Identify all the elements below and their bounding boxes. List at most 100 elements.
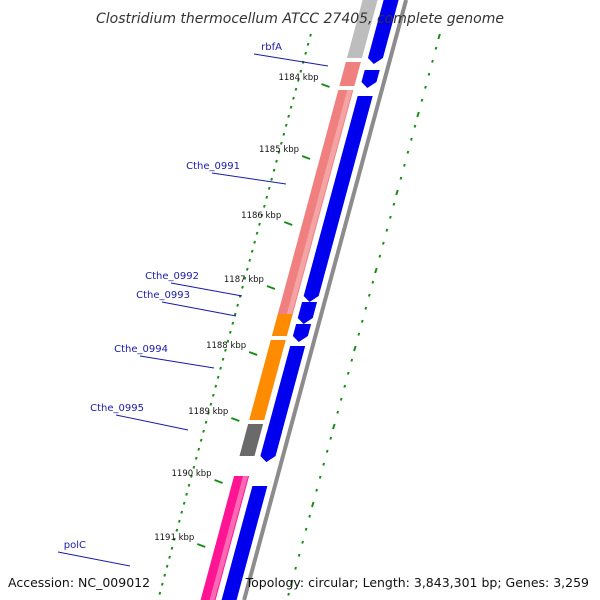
gc-dot	[289, 579, 294, 586]
gc-dot	[322, 462, 326, 466]
gc-dot	[301, 540, 304, 544]
gc-dot	[199, 438, 203, 442]
gc-dot	[294, 566, 297, 570]
gc-dot	[343, 384, 347, 388]
gc-dot	[185, 492, 188, 496]
gc-dot	[224, 348, 227, 352]
gene-label[interactable]: Cthe_0995	[90, 403, 144, 414]
cds-arrow	[303, 96, 373, 302]
tick-mark	[230, 417, 240, 422]
cds-arrow	[361, 70, 380, 88]
cds-arrow	[260, 432, 282, 462]
gc-dot	[272, 168, 276, 172]
gc-dot	[275, 159, 278, 163]
gc-dot	[277, 150, 281, 154]
feature-highlight	[286, 90, 353, 314]
gc-dot	[329, 436, 333, 440]
gc-dot	[233, 312, 237, 316]
tick-mark	[266, 285, 276, 290]
gc-dot	[204, 420, 208, 424]
gc-dot	[231, 321, 235, 325]
gc-dot	[294, 87, 298, 91]
gc-dot	[236, 303, 239, 307]
backbone-line	[242, 0, 409, 600]
gc-dot	[416, 111, 420, 118]
gc-dot	[304, 51, 308, 55]
tick-label: 1187 kbp	[224, 275, 264, 285]
gc-dot	[367, 293, 371, 297]
gc-dot	[228, 330, 232, 334]
gc-dot	[431, 59, 434, 63]
gc-dot	[180, 510, 184, 514]
gene-callout	[161, 301, 237, 317]
gc-dot	[255, 231, 259, 235]
gene-label[interactable]: Cthe_0994	[114, 344, 168, 355]
cds-arrow	[221, 486, 268, 600]
gc-dot	[173, 537, 176, 541]
feature-block	[239, 424, 264, 456]
gc-dot	[211, 393, 215, 397]
gc-dot	[353, 345, 357, 352]
gene-label[interactable]: rbfA	[261, 42, 282, 53]
tick-mark	[214, 479, 223, 484]
cds-track	[221, 0, 399, 600]
gene-label[interactable]: polC	[64, 540, 86, 551]
gc-dot	[406, 150, 410, 154]
gc-dot	[371, 280, 375, 284]
tick-mark	[283, 221, 293, 226]
gc-dot	[250, 249, 254, 253]
gc-dot	[413, 124, 417, 128]
gc-dot	[160, 582, 164, 586]
gc-dot	[158, 591, 162, 595]
gene-label[interactable]: Cthe_0991	[186, 161, 240, 172]
gc-dot	[389, 215, 392, 219]
gene-label[interactable]: Cthe_0993	[136, 290, 190, 301]
tick-mark	[248, 351, 258, 356]
gene-callout	[115, 414, 189, 431]
gc-dot	[187, 483, 191, 487]
gene-callout	[211, 172, 287, 185]
gc-dot	[267, 186, 271, 190]
gc-dot	[192, 465, 196, 469]
gc-dot	[332, 423, 336, 430]
gc-dot	[175, 528, 179, 532]
gene-callout	[139, 355, 215, 369]
gc-dot	[395, 189, 399, 196]
gc-dot	[202, 429, 205, 433]
gc-dot	[248, 258, 252, 262]
gc-dot	[311, 501, 315, 508]
gc-dot	[299, 69, 303, 73]
gc-dot	[403, 163, 406, 167]
gc-dot	[219, 366, 222, 370]
gc-dot	[207, 411, 210, 415]
gc-dot	[374, 267, 378, 274]
gc-dot	[243, 276, 247, 280]
gc-dot	[378, 254, 382, 258]
gene-labels[interactable]: rbfA Cthe_0991 Cthe_0992 Cthe_0993 Cthe_0994…	[57, 42, 329, 567]
gc-dot	[315, 488, 319, 492]
feature-highlight	[209, 476, 249, 600]
tick-label: 1186 kbp	[241, 211, 281, 221]
gc-dot	[420, 98, 424, 102]
gc-dot	[282, 132, 286, 136]
tick-label: 1189 kbp	[188, 407, 228, 417]
gc-dot	[410, 137, 413, 141]
gc-dot	[190, 474, 193, 478]
tick-mark	[321, 83, 330, 88]
gene-label[interactable]: Cthe_0992	[145, 271, 199, 282]
gc-dot	[209, 402, 213, 406]
gc-dot	[241, 285, 244, 289]
gc-dot	[253, 240, 256, 244]
gc-dot	[170, 546, 174, 550]
gc-dot	[346, 371, 350, 375]
topology-label: Topology: circular; Length: 3,843,301 bp…	[245, 575, 589, 590]
gc-dot	[399, 176, 403, 180]
gc-dot	[287, 592, 290, 596]
gc-dot	[424, 85, 427, 89]
gc-dot	[197, 447, 201, 451]
gc-dot	[297, 78, 300, 82]
gc-dot	[165, 564, 169, 568]
gc-dot	[284, 123, 288, 127]
gc-dot	[260, 213, 264, 217]
